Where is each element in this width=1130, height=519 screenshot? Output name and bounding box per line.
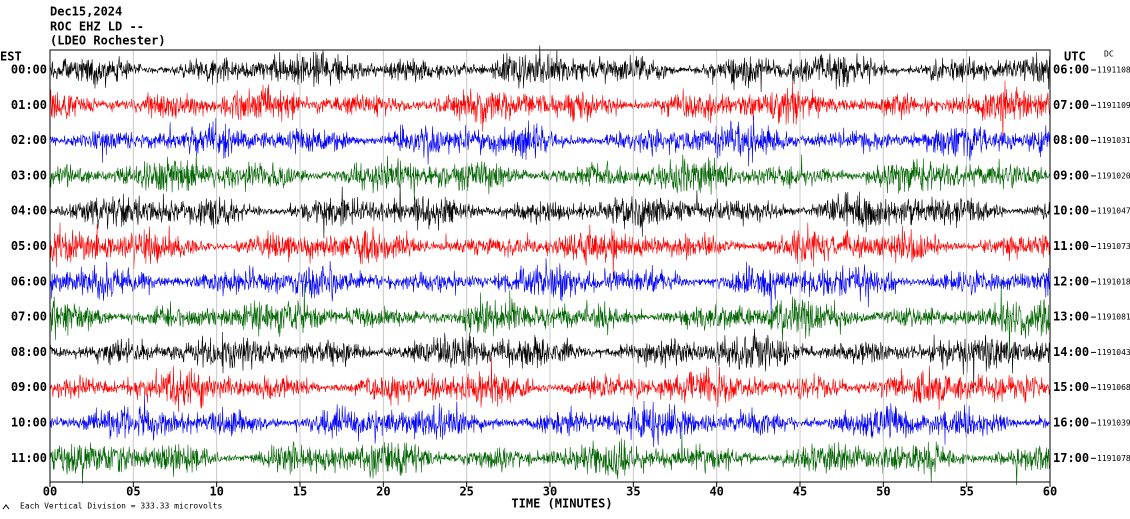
x-tick-label: 40 bbox=[709, 485, 723, 499]
station: ROC EHZ LD -- bbox=[50, 20, 144, 34]
est-label: 02:00 bbox=[11, 133, 47, 147]
est-label: 03:00 bbox=[11, 168, 47, 182]
est-label: 00:00 bbox=[11, 63, 47, 77]
row-value: 1191018 bbox=[1097, 277, 1130, 286]
right-zone: UTC bbox=[1064, 50, 1086, 64]
x-tick-label: 05 bbox=[126, 485, 140, 499]
est-label: 11:00 bbox=[11, 451, 47, 465]
est-label: 10:00 bbox=[11, 416, 47, 430]
utc-label: 17:00 bbox=[1053, 451, 1089, 465]
row-value: 1191068 bbox=[1097, 383, 1130, 392]
est-label: 09:00 bbox=[11, 380, 47, 394]
utc-label: 16:00 bbox=[1053, 416, 1089, 430]
est-label: 06:00 bbox=[11, 274, 47, 288]
utc-label: 06:00 bbox=[1053, 63, 1089, 77]
x-tick-label: 60 bbox=[1043, 485, 1057, 499]
row-value: 1191108 bbox=[1097, 66, 1130, 75]
x-tick-label: 35 bbox=[626, 485, 640, 499]
utc-label: 13:00 bbox=[1053, 310, 1089, 324]
utc-label: 15:00 bbox=[1053, 380, 1089, 394]
x-tick-label: 10 bbox=[209, 485, 223, 499]
footer-icon bbox=[2, 504, 10, 510]
row-value: 1191043 bbox=[1097, 348, 1130, 357]
x-tick-label: 20 bbox=[376, 485, 390, 499]
est-label: 08:00 bbox=[11, 345, 47, 359]
x-tick-label: 30 bbox=[543, 485, 557, 499]
est-label: 05:00 bbox=[11, 239, 47, 253]
est-label: 04:00 bbox=[11, 204, 47, 218]
row-value: 1191039 bbox=[1097, 419, 1130, 428]
utc-label: 11:00 bbox=[1053, 239, 1089, 253]
mode: DC bbox=[1104, 50, 1114, 59]
row-value: 1191073 bbox=[1097, 242, 1130, 251]
row-value: 1191078 bbox=[1097, 454, 1130, 463]
row-value: 1191081 bbox=[1097, 313, 1130, 322]
utc-label: 14:00 bbox=[1053, 345, 1089, 359]
x-tick-label: 55 bbox=[959, 485, 973, 499]
row-value: 1191031 bbox=[1097, 136, 1130, 145]
left-zone: EST bbox=[0, 50, 22, 64]
x-tick-label: 00 bbox=[43, 485, 57, 499]
row-value: 1191109 bbox=[1097, 101, 1130, 110]
x-tick-label: 45 bbox=[793, 485, 807, 499]
x-tick-label: 50 bbox=[876, 485, 890, 499]
row-value: 1191020 bbox=[1097, 171, 1130, 180]
utc-label: 10:00 bbox=[1053, 204, 1089, 218]
footer-note: Each Vertical Division = 333.33 microvol… bbox=[20, 502, 222, 511]
utc-label: 09:00 bbox=[1053, 168, 1089, 182]
x-axis-label: TIME (MINUTES) bbox=[511, 497, 612, 511]
utc-label: 08:00 bbox=[1053, 133, 1089, 147]
x-tick-label: 15 bbox=[293, 485, 307, 499]
utc-label: 12:00 bbox=[1053, 274, 1089, 288]
utc-label: 07:00 bbox=[1053, 98, 1089, 112]
est-label: 01:00 bbox=[11, 98, 47, 112]
row-value: 1191047 bbox=[1097, 207, 1130, 216]
location: (LDEO Rochester) bbox=[50, 34, 166, 48]
date: Dec15,2024 bbox=[50, 5, 122, 19]
x-tick-label: 25 bbox=[459, 485, 473, 499]
est-label: 07:00 bbox=[11, 310, 47, 324]
